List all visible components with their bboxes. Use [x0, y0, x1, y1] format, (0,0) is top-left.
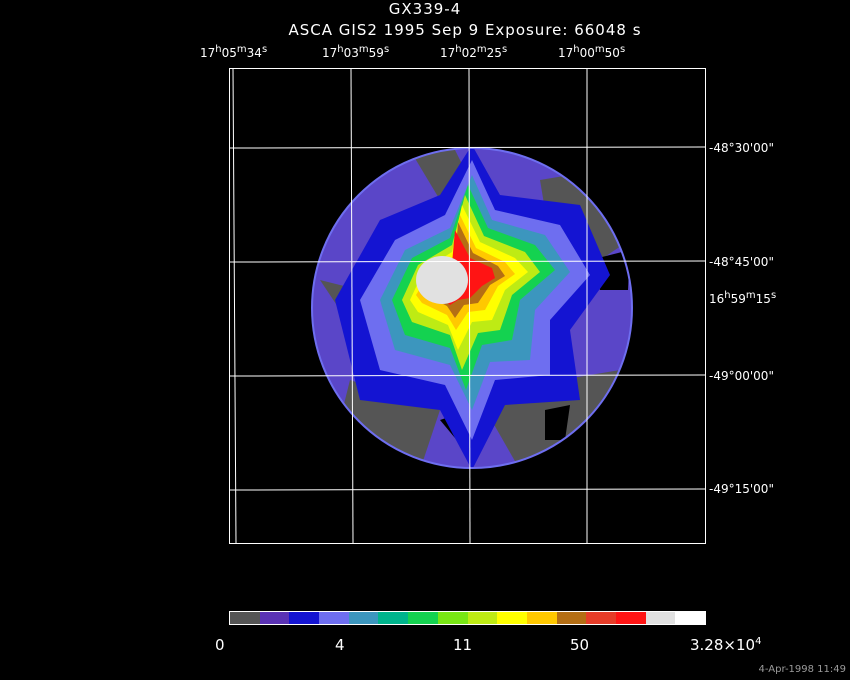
colorbar-swatch [615, 612, 646, 624]
ra-label: 16h59m15s [709, 290, 777, 306]
image-title: GX339-4 [388, 0, 462, 18]
dec-label: -49°00'00" [709, 369, 774, 383]
ra-label: 17h03m59s [322, 44, 390, 60]
colorbar-max-label: 3.28×104 [690, 636, 762, 654]
colorbar-swatch [645, 612, 676, 624]
colorbar-label: 4 [335, 636, 345, 654]
field-of-view [312, 148, 632, 468]
colorbar-swatch [289, 612, 320, 624]
colorbar-swatch [408, 612, 438, 624]
colorbar-label: 0 [215, 636, 225, 654]
colorbar-label: 11 [453, 636, 473, 654]
colorbar-swatch [378, 612, 409, 624]
ra-label: 17h02m25s [440, 44, 508, 60]
colorbar [229, 611, 706, 625]
colorbar-swatch [437, 612, 468, 624]
colorbar-swatch [675, 612, 705, 624]
colorbar-swatch [259, 612, 290, 624]
ra-label: 17h00m50s [558, 44, 626, 60]
colorbar-swatch [586, 612, 616, 624]
colorbar-swatch [230, 612, 260, 624]
observation-info: ASCA GIS2 1995 Sep 9 Exposure: 66048 s [288, 21, 642, 39]
timestamp: 4-Apr-1998 11:49 [758, 664, 846, 675]
colorbar-label: 50 [570, 636, 590, 654]
dec-label: -49°15'00" [709, 482, 774, 496]
ra-label: 17h05m34s [200, 44, 268, 60]
colorbar-swatch [497, 612, 527, 624]
colorbar-swatch [556, 612, 587, 624]
colorbar-swatch [467, 612, 498, 624]
dec-label: -48°30'00" [709, 141, 774, 155]
image-frame [229, 68, 706, 544]
colorbar-swatch [526, 612, 557, 624]
colorbar-swatch [348, 612, 379, 624]
colorbar-swatch [319, 612, 349, 624]
coordinate-grid [228, 67, 707, 544]
dec-label: -48°45'00" [709, 255, 774, 269]
